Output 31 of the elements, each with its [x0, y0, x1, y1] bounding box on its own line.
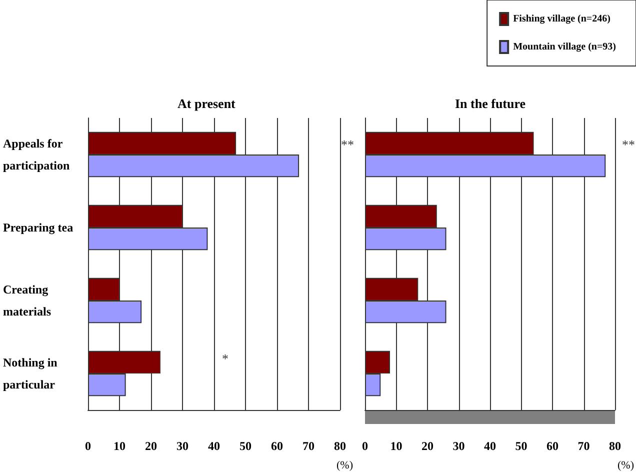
- x-tick-label: 0: [362, 439, 368, 453]
- y-tick-label: Nothing in particular: [3, 356, 60, 392]
- x-tick-label: 50: [515, 439, 528, 453]
- x-tick-label: 10: [114, 439, 126, 453]
- y-tick-label: Preparing tea: [3, 220, 74, 234]
- chart-title: In the future: [455, 96, 526, 111]
- x-tick-label: 30: [176, 439, 188, 453]
- text: **: [341, 137, 354, 152]
- y-tick-label: Appeals for participation: [3, 136, 70, 172]
- x-tick-label: 50: [240, 439, 252, 453]
- annotation: *: [222, 351, 228, 366]
- x-tick-label: 30: [452, 439, 465, 453]
- legend-label: Fishing village (n=246): [513, 14, 610, 24]
- chart-title: At present: [178, 96, 236, 111]
- x-tick-label: 0: [85, 439, 91, 453]
- x-axis-title: (%): [618, 460, 634, 472]
- x-tick-label: 20: [145, 439, 157, 453]
- x-tick-label: 10: [390, 439, 402, 453]
- legend-label: Mountain village (n=93): [513, 42, 616, 52]
- x-tick-label: 80: [609, 439, 621, 453]
- x-tick-label: 60: [271, 439, 283, 453]
- x-tick-label: 70: [302, 439, 314, 453]
- x-tick-label: 20: [422, 439, 434, 453]
- y-tick-label: Creating materials: [3, 282, 52, 318]
- x-tick-label: 80: [334, 439, 346, 453]
- x-axis-title: (%): [336, 460, 354, 472]
- x-tick-label: 40: [484, 439, 496, 453]
- text: **: [622, 137, 635, 152]
- x-tick-label: 70: [578, 439, 590, 453]
- x-tick-label: 40: [208, 439, 220, 453]
- x-tick-label: 60: [546, 439, 558, 453]
